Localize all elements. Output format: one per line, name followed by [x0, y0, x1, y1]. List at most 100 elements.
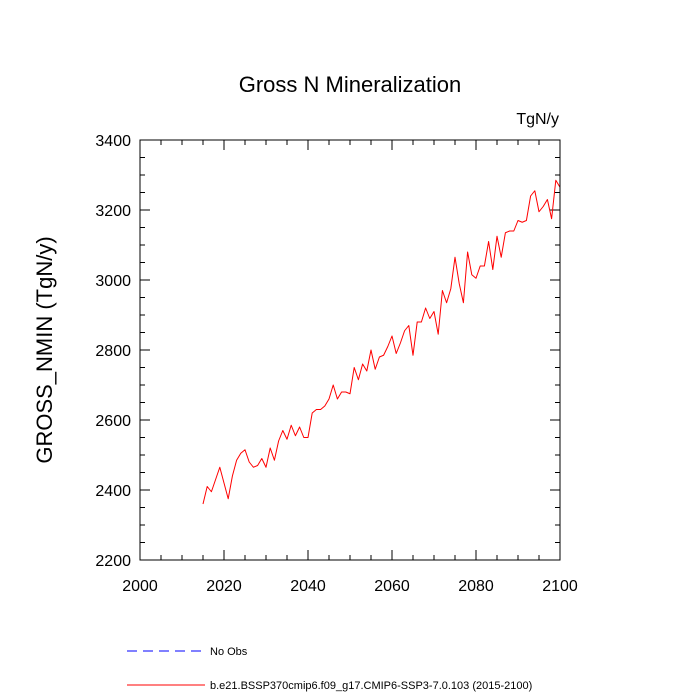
data-point — [550, 217, 553, 220]
data-point — [328, 398, 331, 401]
data-point — [500, 256, 503, 259]
series-layer — [202, 179, 561, 506]
data-point — [416, 321, 419, 324]
data-point — [428, 317, 431, 320]
data-point — [458, 282, 461, 285]
data-point — [554, 179, 557, 182]
axis-tick-labels: 2000 2020 2040 2060 2080 2100 2200 2400 2600 2800… — [95, 133, 577, 595]
data-point — [445, 301, 448, 304]
data-point — [315, 408, 318, 411]
data-point — [542, 205, 545, 208]
data-point — [319, 408, 322, 411]
data-point — [525, 219, 528, 222]
y-tick-label: 3200 — [95, 203, 131, 220]
data-point — [496, 235, 499, 238]
data-point — [441, 289, 444, 292]
data-point — [336, 398, 339, 401]
x-tick-label: 2020 — [206, 578, 242, 595]
data-point — [403, 329, 406, 332]
data-point — [370, 349, 373, 352]
data-point — [382, 354, 385, 357]
data-point — [344, 391, 347, 394]
data-point — [466, 251, 469, 254]
data-point — [533, 189, 536, 192]
data-point — [521, 221, 524, 224]
data-point — [529, 195, 532, 198]
data-point — [386, 345, 389, 348]
x-tick-label: 2000 — [122, 578, 158, 595]
data-point — [311, 412, 314, 415]
data-point — [512, 230, 515, 233]
data-point — [353, 366, 356, 369]
data-point — [407, 324, 410, 327]
data-point — [437, 333, 440, 336]
units-label: TgN/y — [516, 111, 559, 128]
data-point — [462, 301, 465, 304]
data-point — [244, 448, 247, 451]
data-point — [260, 457, 263, 460]
data-point — [491, 268, 494, 271]
data-point — [231, 475, 234, 478]
data-point — [294, 434, 297, 437]
data-point — [449, 287, 452, 290]
data-point — [517, 219, 520, 222]
data-point — [277, 440, 280, 443]
data-point — [378, 356, 381, 359]
data-point — [395, 352, 398, 355]
data-point — [454, 256, 457, 259]
data-point — [218, 466, 221, 469]
data-point — [420, 321, 423, 324]
y-tick-label: 2200 — [95, 553, 131, 570]
y-tick-label: 3000 — [95, 273, 131, 290]
y-tick-label: 2400 — [95, 483, 131, 500]
data-point — [332, 384, 335, 387]
data-point — [223, 482, 226, 485]
data-point — [340, 391, 343, 394]
data-point — [483, 265, 486, 268]
x-tick-label: 2060 — [374, 578, 410, 595]
data-point — [470, 273, 473, 276]
data-point — [307, 436, 310, 439]
data-point — [424, 307, 427, 310]
data-point — [365, 370, 368, 373]
data-point — [227, 497, 230, 500]
data-point — [399, 342, 402, 345]
data-point — [235, 459, 238, 462]
data-point — [298, 426, 301, 429]
data-point — [357, 378, 360, 381]
data-point — [374, 368, 377, 371]
axis-ticks — [139, 139, 561, 561]
y-tick-label: 2800 — [95, 343, 131, 360]
data-point — [323, 405, 326, 408]
data-point — [546, 198, 549, 201]
data-point — [349, 392, 352, 395]
data-point — [433, 310, 436, 313]
legend-label-model-run: b.e21.BSSP370cmip6.f09_g17.CMIP6-SSP3-7.… — [210, 680, 532, 692]
data-point — [206, 485, 209, 488]
series-line-0 — [202, 179, 561, 505]
plot-frame — [139, 139, 561, 561]
data-point — [214, 478, 217, 481]
y-tick-label: 3400 — [95, 133, 131, 150]
data-point — [412, 354, 415, 357]
data-point — [202, 503, 205, 506]
data-point — [210, 490, 213, 493]
data-point — [248, 461, 251, 464]
data-point — [487, 240, 490, 243]
data-point — [538, 210, 541, 213]
data-point — [252, 466, 255, 469]
data-point — [281, 429, 284, 432]
data-point — [475, 277, 478, 280]
x-tick-label: 2080 — [458, 578, 494, 595]
data-point — [265, 466, 268, 469]
data-point — [504, 231, 507, 234]
data-point — [239, 452, 242, 455]
data-point — [391, 335, 394, 338]
data-point — [269, 447, 272, 450]
data-point — [256, 464, 259, 467]
y-tick-label: 2600 — [95, 413, 131, 430]
data-point — [286, 438, 289, 441]
legend: No Obs b.e21.BSSP370cmip6.f09_g17.CMIP6-… — [127, 646, 532, 692]
chart-title: Gross N Mineralization — [239, 72, 462, 97]
